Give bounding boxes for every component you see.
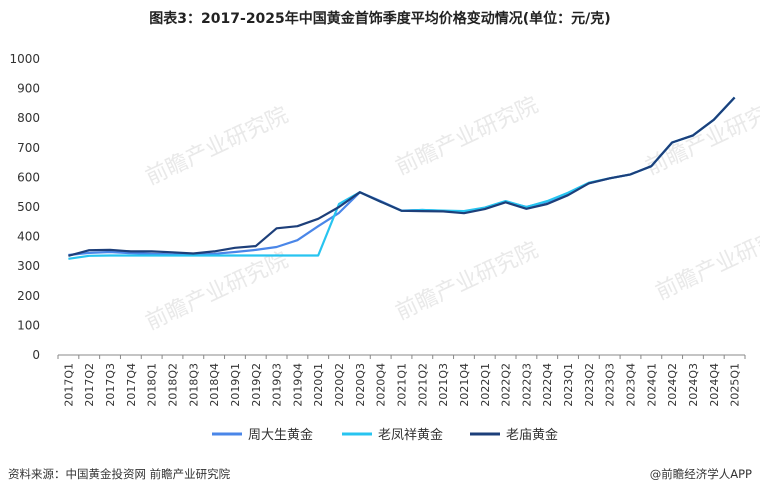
watermark-text: 前瞻产业研究院 <box>392 238 542 326</box>
y-tick-label: 300 <box>17 259 40 273</box>
y-tick-label: 700 <box>17 141 40 155</box>
x-tick-label: 2023Q3 <box>604 363 617 407</box>
y-axis: 0 100 200 300 400 500 600 700 800 900 1000 <box>9 52 40 362</box>
brand-credit: @前瞻经济学人APP <box>649 467 752 481</box>
x-tick-label: 2017Q3 <box>104 363 117 407</box>
x-tick-label: 2018Q1 <box>146 363 159 407</box>
x-tick-label: 2018Q2 <box>167 363 180 407</box>
x-tick-label: 2024Q3 <box>687 363 700 407</box>
x-tick-label: 2021Q2 <box>416 363 429 407</box>
watermark-text: 前瞻产业研究院 <box>392 93 542 181</box>
x-tick-label: 2023Q1 <box>562 363 575 407</box>
x-tick-label: 2021Q4 <box>458 363 471 407</box>
x-tick-label: 2019Q2 <box>250 363 263 407</box>
y-tick-label: 800 <box>17 111 40 125</box>
legend-label: 老庙黄金 <box>506 427 558 443</box>
watermark-text: 前瞻产业研究院 <box>642 93 760 181</box>
x-tick-label: 2017Q4 <box>125 363 138 407</box>
legend-label: 周大生黄金 <box>248 427 313 443</box>
y-tick-label: 900 <box>17 82 40 96</box>
x-tick-label: 2024Q1 <box>645 363 658 407</box>
y-tick-label: 500 <box>17 200 40 214</box>
x-tick-label: 2022Q4 <box>541 363 554 407</box>
x-tick-label: 2017Q1 <box>62 363 75 407</box>
x-tick-label: 2019Q4 <box>291 363 304 407</box>
series-line <box>68 96 736 257</box>
x-tick-label: 2020Q3 <box>354 363 367 407</box>
watermark-text: 前瞻产业研究院 <box>652 218 760 306</box>
source-note: 资料来源：中国黄金投资网 前瞻产业研究院 <box>8 467 231 481</box>
x-tick-label: 2022Q2 <box>500 363 513 407</box>
x-tick-label: 2021Q1 <box>396 363 409 407</box>
x-tick-label: 2023Q4 <box>625 363 638 407</box>
x-tick-label: 2019Q3 <box>271 363 284 407</box>
series-lines <box>68 96 736 260</box>
x-tick-label: 2019Q1 <box>229 363 242 407</box>
y-tick-label: 600 <box>17 170 40 184</box>
x-tick-label: 2025Q1 <box>729 363 742 407</box>
chart-title: 图表3：2017-2025年中国黄金首饰季度平均价格变动情况(单位：元/克) <box>149 11 611 27</box>
x-tick-label: 2022Q1 <box>479 363 492 407</box>
y-tick-label: 1000 <box>9 52 40 66</box>
x-axis: 2017Q1 2017Q2 2017Q3 2017Q4 2018Q1 2018Q2 2018… <box>57 354 746 407</box>
x-tick-label: 2018Q3 <box>187 363 200 407</box>
x-tick-label: 2021Q3 <box>437 363 450 407</box>
legend: 周大生黄金 老凤祥黄金 老庙黄金 <box>212 427 558 443</box>
x-tick-label: 2018Q4 <box>208 363 221 407</box>
x-tick-label: 2020Q2 <box>333 363 346 407</box>
x-tick-label: 2023Q2 <box>583 363 596 407</box>
x-tick-label: 2024Q4 <box>708 363 721 407</box>
legend-label: 老凤祥黄金 <box>378 427 443 443</box>
x-tick-label: 2020Q1 <box>312 363 325 407</box>
y-tick-label: 100 <box>17 318 40 332</box>
y-tick-label: 400 <box>17 230 40 244</box>
y-tick-label: 0 <box>32 348 40 362</box>
x-tick-label: 2022Q3 <box>520 363 533 407</box>
watermark-text: 前瞻产业研究院 <box>142 248 292 336</box>
watermark-text: 前瞻产业研究院 <box>142 103 292 191</box>
x-tick-label: 2020Q4 <box>375 363 388 407</box>
x-tick-label: 2017Q2 <box>83 363 96 407</box>
x-tick-label: 2024Q2 <box>666 363 679 407</box>
y-tick-label: 200 <box>17 289 40 303</box>
